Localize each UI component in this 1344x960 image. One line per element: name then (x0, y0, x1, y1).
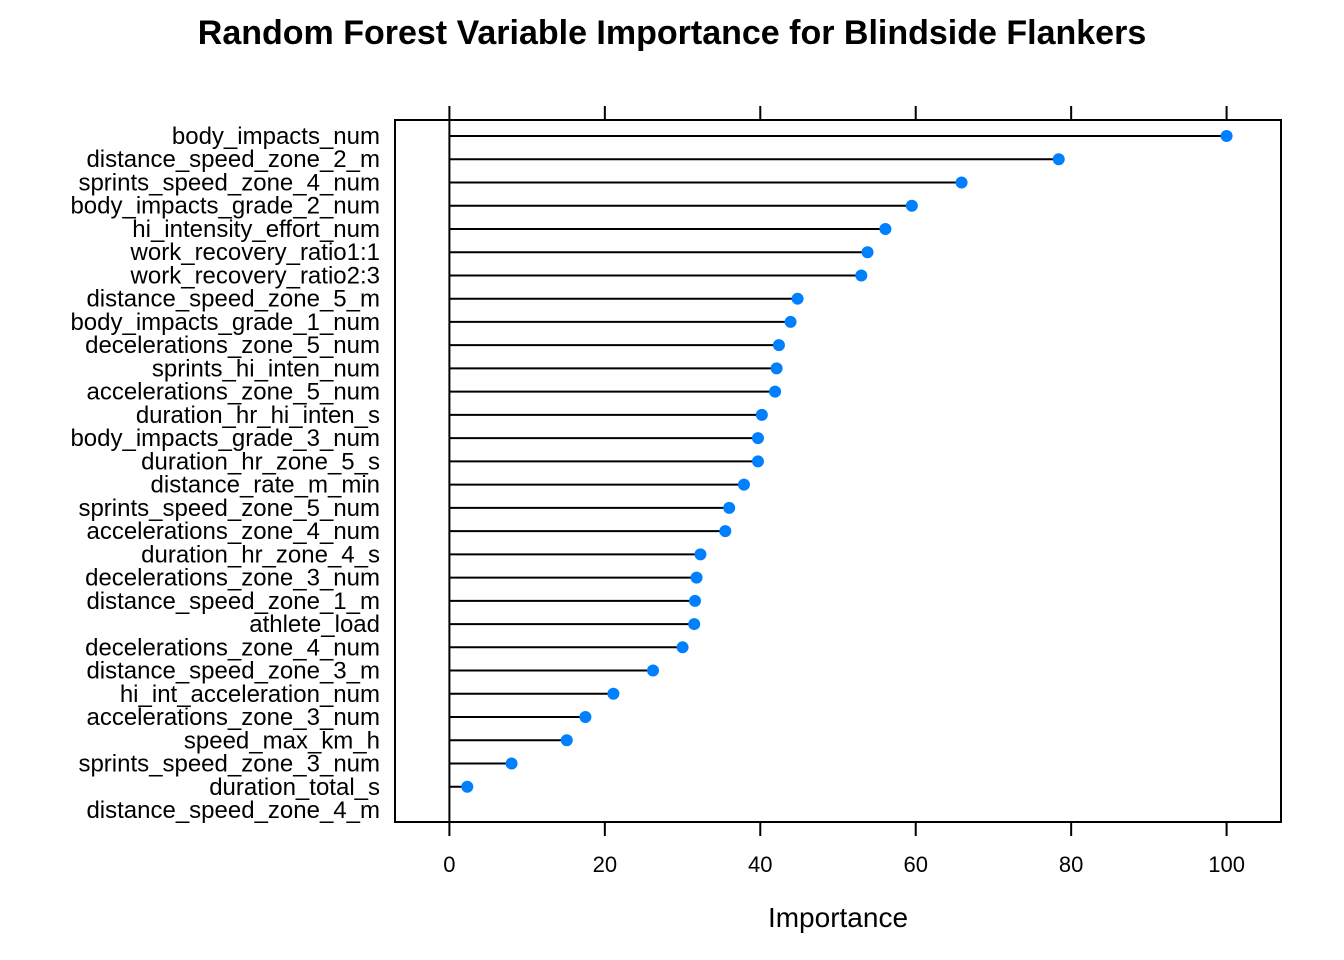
category-labels: body_impacts_numdistance_speed_zone_2_ms… (70, 123, 380, 824)
data-point (676, 641, 689, 654)
data-point (905, 199, 918, 212)
data-point (688, 594, 701, 607)
category-label: body_impacts_num (172, 123, 380, 150)
category-label: sprints_speed_zone_4_num (78, 169, 380, 196)
x-tick-label: 80 (1059, 852, 1083, 877)
category-label: duration_hr_hi_inten_s (136, 402, 380, 429)
x-tick-label: 60 (903, 852, 927, 877)
category-label: accelerations_zone_5_num (86, 379, 380, 406)
data-point (769, 385, 782, 398)
category-label: distance_speed_zone_4_m (86, 797, 380, 824)
data-point (607, 687, 620, 700)
category-label: work_recovery_ratio2:3 (130, 262, 380, 289)
data-point (772, 339, 785, 352)
data-point (461, 780, 474, 793)
category-label: decelerations_zone_3_num (85, 565, 380, 592)
data-point (647, 664, 660, 677)
category-label: work_recovery_ratio1:1 (130, 239, 380, 266)
category-label: distance_speed_zone_1_m (86, 588, 380, 615)
category-label: distance_speed_zone_5_m (86, 286, 380, 313)
data-point (755, 408, 768, 421)
x-tick-label: 40 (748, 852, 772, 877)
x-axis-title: Importance (768, 902, 908, 933)
category-label: decelerations_zone_5_num (85, 332, 380, 359)
data-point (1052, 153, 1065, 166)
category-label: body_impacts_grade_3_num (70, 425, 380, 452)
category-label: sprints_speed_zone_5_num (78, 495, 380, 522)
category-label: duration_total_s (209, 774, 380, 801)
category-label: distance_rate_m_min (151, 472, 380, 499)
x-tick-label: 20 (593, 852, 617, 877)
data-point (751, 432, 764, 445)
data-point (1220, 130, 1233, 142)
category-label: hi_int_acceleration_num (120, 681, 380, 708)
x-tick-label: 0 (443, 852, 455, 877)
data-point (855, 269, 868, 282)
category-label: accelerations_zone_4_num (86, 518, 380, 545)
data-point (505, 757, 518, 770)
category-label: distance_speed_zone_2_m (86, 146, 380, 173)
data-point (770, 362, 783, 375)
data-point (791, 292, 804, 305)
stems-group (448, 120, 1227, 822)
data-point (879, 222, 892, 235)
data-point (688, 618, 701, 631)
category-label: body_impacts_grade_2_num (70, 193, 380, 220)
data-point (560, 734, 573, 747)
x-tick-label: 100 (1208, 852, 1245, 877)
category-label: accelerations_zone_3_num (86, 704, 380, 731)
category-label: sprints_hi_inten_num (152, 355, 380, 382)
category-label: hi_intensity_effort_num (132, 216, 380, 243)
points-group (461, 130, 1233, 793)
category-label: decelerations_zone_4_num (85, 634, 380, 661)
category-label: athlete_load (249, 611, 380, 638)
category-label: body_impacts_grade_1_num (70, 309, 380, 336)
category-label: duration_hr_zone_4_s (141, 541, 380, 568)
data-point (751, 455, 764, 468)
data-point (579, 711, 592, 724)
category-label: duration_hr_zone_5_s (141, 448, 380, 475)
x-axis-ticks: 0 20 40 60 80 100 (443, 106, 1245, 877)
data-point (694, 548, 707, 561)
data-point (861, 246, 874, 259)
category-label: sprints_speed_zone_3_num (78, 751, 380, 778)
data-point (690, 571, 703, 584)
data-point (784, 315, 797, 328)
chart-title: Random Forest Variable Importance for Bl… (198, 14, 1146, 52)
data-point (737, 478, 750, 491)
data-point (955, 176, 968, 189)
category-label: speed_max_km_h (184, 727, 380, 754)
data-point (723, 501, 736, 514)
data-point (719, 525, 732, 538)
plot-frame (394, 119, 1282, 823)
category-label: distance_speed_zone_3_m (86, 658, 380, 685)
